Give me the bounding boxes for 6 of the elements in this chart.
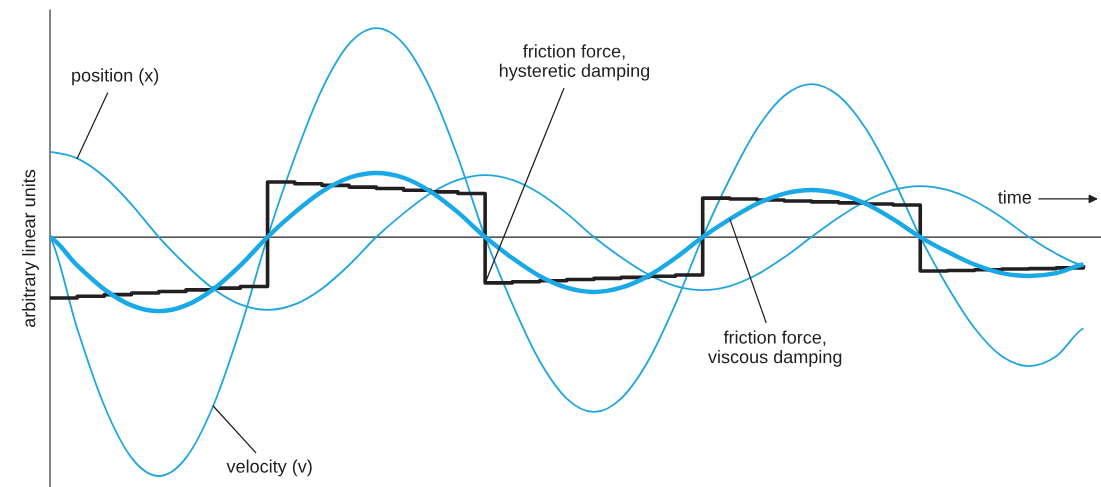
text: position (x) [72, 68, 159, 86]
annotation: time [998, 190, 1032, 204]
series-label: velocity (v) [226, 459, 312, 477]
text: friction force, hysteretic damping [499, 44, 650, 81]
y-axis-title: arbitrary linear units [22, 169, 39, 327]
text: friction force, viscous damping [708, 330, 842, 367]
